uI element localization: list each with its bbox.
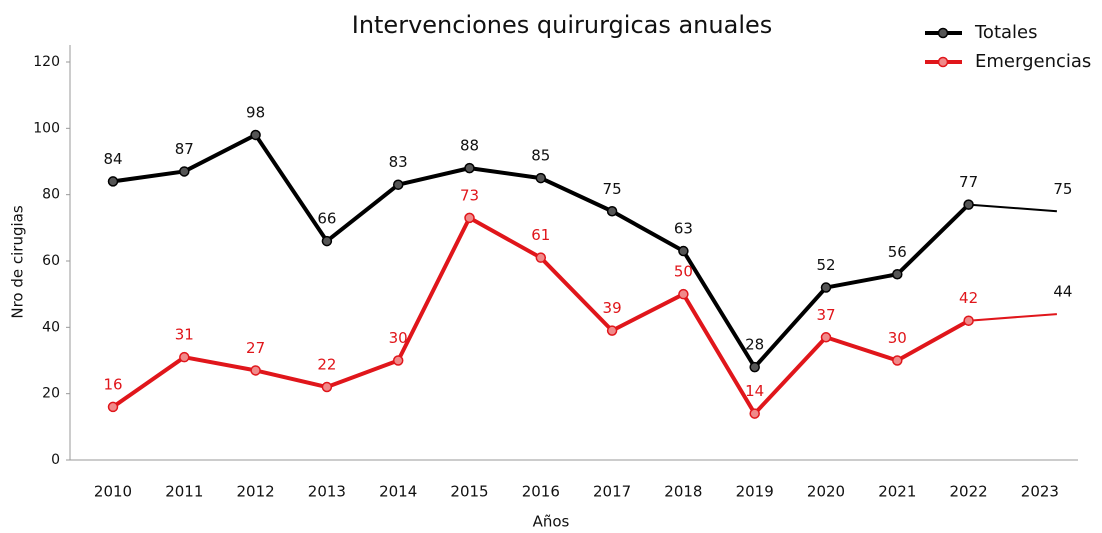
- y-axis-label: Nro de cirugias: [9, 205, 27, 318]
- x-tick-label: 2017: [593, 483, 631, 501]
- marker: [107, 176, 119, 187]
- x-tick-label: 2019: [736, 483, 774, 501]
- marker: [820, 332, 832, 343]
- x-tick-label: 2014: [379, 483, 417, 501]
- data-label: 30: [888, 329, 907, 347]
- x-tick-label: 2012: [237, 483, 275, 501]
- marker: [820, 282, 832, 293]
- marker: [535, 252, 547, 263]
- marker: [107, 401, 119, 413]
- y-tick-label: 20: [42, 386, 60, 402]
- x-tick-label: 2013: [308, 483, 346, 501]
- y-tick-label: 80: [42, 187, 60, 203]
- data-label: 28: [745, 336, 764, 354]
- legend-marker: [937, 27, 949, 39]
- marker: [606, 206, 618, 217]
- data-label: 87: [175, 140, 194, 158]
- y-tick-label: 60: [42, 253, 60, 269]
- data-label: 50: [674, 263, 693, 281]
- data-label: 63: [674, 220, 693, 238]
- series-line: [111, 215, 970, 416]
- data-label: 27: [246, 339, 265, 357]
- x-tick-label: 2015: [450, 483, 488, 501]
- marker: [321, 381, 333, 393]
- data-label: 30: [389, 329, 408, 347]
- data-label: 75: [1053, 180, 1072, 198]
- marker: [321, 235, 333, 247]
- x-tick-label: 2022: [950, 483, 988, 501]
- series-line: [112, 132, 970, 370]
- x-axis-label: Años: [533, 513, 570, 531]
- data-label: 14: [745, 382, 764, 400]
- x-tick-label: 2018: [664, 483, 702, 501]
- data-label: 88: [460, 137, 479, 155]
- data-label: 85: [531, 147, 550, 165]
- legend-label: Totales: [974, 22, 1038, 43]
- y-tick-label: 120: [33, 54, 60, 70]
- x-tick-label: 2020: [807, 483, 845, 501]
- data-label: 44: [1053, 283, 1072, 301]
- data-label: 16: [103, 375, 122, 393]
- marker: [892, 269, 903, 280]
- data-label: 84: [103, 150, 122, 168]
- series-line-tail: [968, 203, 1057, 213]
- x-tick-label: 2011: [165, 483, 203, 501]
- data-label: 39: [603, 299, 622, 317]
- y-tick-label: 100: [33, 120, 60, 136]
- marker: [678, 245, 689, 257]
- data-label: 75: [603, 180, 622, 198]
- marker: [464, 212, 475, 224]
- marker: [678, 288, 689, 300]
- marker: [250, 365, 261, 376]
- data-label: 73: [460, 186, 479, 204]
- legend-marker: [937, 56, 949, 68]
- marker: [392, 179, 404, 190]
- data-label: 61: [531, 226, 550, 244]
- data-label: 83: [389, 153, 408, 171]
- marker: [749, 408, 760, 419]
- x-tick-label: 2021: [878, 483, 916, 501]
- data-label: 22: [317, 356, 336, 374]
- y-tick-label: 40: [42, 319, 60, 335]
- x-tick-label: 2010: [94, 483, 132, 501]
- marker: [250, 129, 261, 141]
- marker: [179, 166, 190, 177]
- data-label: 42: [959, 289, 978, 307]
- data-label: 98: [246, 103, 265, 121]
- data-label: 66: [317, 210, 336, 228]
- marker: [464, 162, 475, 174]
- marker: [963, 199, 974, 210]
- chart-title: Intervenciones quirurgicas anuales: [352, 11, 773, 39]
- marker: [749, 361, 760, 373]
- data-label: 56: [888, 243, 907, 261]
- data-label: 31: [175, 326, 194, 344]
- marker: [535, 172, 547, 184]
- y-tick-label: 0: [51, 452, 60, 468]
- x-tick-label: 2016: [522, 483, 560, 501]
- data-label: 37: [816, 306, 835, 324]
- data-label: 77: [959, 173, 978, 191]
- legend-label: Emergencias: [975, 51, 1091, 72]
- marker: [963, 315, 974, 326]
- marker: [179, 351, 190, 363]
- data-label: 52: [816, 256, 835, 274]
- marker: [892, 355, 903, 366]
- x-tick-label: 2023: [1021, 483, 1059, 501]
- series-line-tail: [968, 313, 1057, 322]
- marker: [606, 325, 618, 336]
- marker: [392, 355, 404, 366]
